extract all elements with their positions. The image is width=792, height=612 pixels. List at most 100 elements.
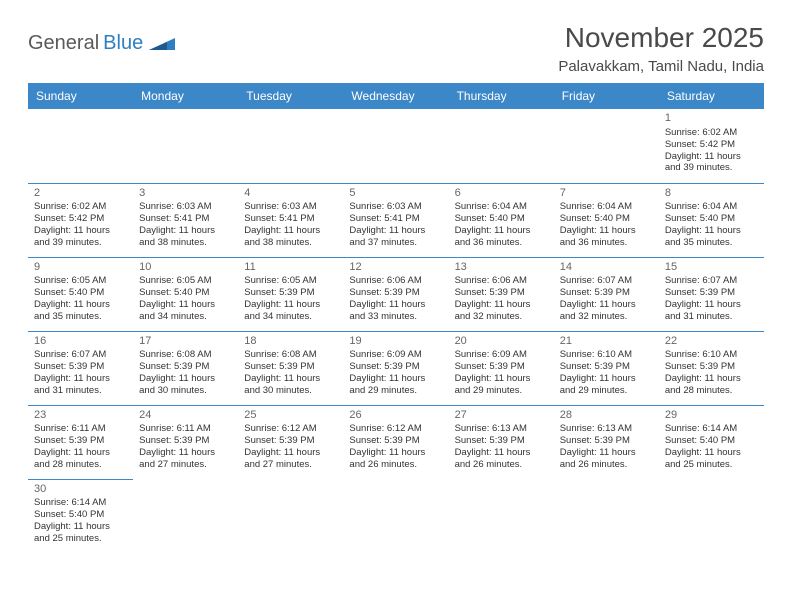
day-number: 7	[560, 187, 653, 201]
day-number: 28	[560, 409, 653, 423]
calendar-table: SundayMondayTuesdayWednesdayThursdayFrid…	[28, 83, 764, 553]
daylight-line: Daylight: 11 hours and 30 minutes.	[244, 373, 337, 397]
calendar-cell: 12Sunrise: 6:06 AMSunset: 5:39 PMDayligh…	[343, 257, 448, 331]
calendar-cell: 17Sunrise: 6:08 AMSunset: 5:39 PMDayligh…	[133, 331, 238, 405]
day-number: 21	[560, 335, 653, 349]
daylight-line: Daylight: 11 hours and 35 minutes.	[665, 225, 758, 249]
daylight-line: Daylight: 11 hours and 26 minutes.	[455, 447, 548, 471]
day-number: 30	[34, 483, 127, 497]
daylight-line: Daylight: 11 hours and 31 minutes.	[34, 373, 127, 397]
title-block: November 2025 Palavakkam, Tamil Nadu, In…	[558, 22, 764, 75]
day-number: 10	[139, 261, 232, 275]
sunrise-line: Sunrise: 6:14 AM	[34, 497, 127, 509]
daylight-line: Daylight: 11 hours and 30 minutes.	[139, 373, 232, 397]
calendar-cell	[449, 479, 554, 553]
calendar-cell	[238, 109, 343, 183]
daylight-line: Daylight: 11 hours and 38 minutes.	[139, 225, 232, 249]
day-number: 23	[34, 409, 127, 423]
sunrise-line: Sunrise: 6:09 AM	[455, 349, 548, 361]
calendar-cell	[343, 479, 448, 553]
calendar-cell: 23Sunrise: 6:11 AMSunset: 5:39 PMDayligh…	[28, 405, 133, 479]
calendar-cell: 15Sunrise: 6:07 AMSunset: 5:39 PMDayligh…	[659, 257, 764, 331]
sunset-line: Sunset: 5:39 PM	[560, 361, 653, 373]
sunrise-line: Sunrise: 6:10 AM	[560, 349, 653, 361]
sunrise-line: Sunrise: 6:06 AM	[455, 275, 548, 287]
sunrise-line: Sunrise: 6:02 AM	[665, 127, 758, 139]
sunset-line: Sunset: 5:40 PM	[34, 509, 127, 521]
calendar-cell: 6Sunrise: 6:04 AMSunset: 5:40 PMDaylight…	[449, 183, 554, 257]
sunset-line: Sunset: 5:39 PM	[349, 361, 442, 373]
sunset-line: Sunset: 5:40 PM	[455, 213, 548, 225]
sunrise-line: Sunrise: 6:12 AM	[349, 423, 442, 435]
sunset-line: Sunset: 5:42 PM	[665, 139, 758, 151]
flag-icon	[149, 32, 175, 50]
day-number: 18	[244, 335, 337, 349]
calendar-cell: 28Sunrise: 6:13 AMSunset: 5:39 PMDayligh…	[554, 405, 659, 479]
calendar-row: 16Sunrise: 6:07 AMSunset: 5:39 PMDayligh…	[28, 331, 764, 405]
calendar-cell: 7Sunrise: 6:04 AMSunset: 5:40 PMDaylight…	[554, 183, 659, 257]
calendar-cell	[554, 479, 659, 553]
sunrise-line: Sunrise: 6:08 AM	[244, 349, 337, 361]
sunrise-line: Sunrise: 6:14 AM	[665, 423, 758, 435]
sunrise-line: Sunrise: 6:07 AM	[560, 275, 653, 287]
day-number: 26	[349, 409, 442, 423]
sunrise-line: Sunrise: 6:03 AM	[139, 201, 232, 213]
sunset-line: Sunset: 5:39 PM	[665, 361, 758, 373]
calendar-cell	[343, 109, 448, 183]
day-number: 17	[139, 335, 232, 349]
sunrise-line: Sunrise: 6:03 AM	[349, 201, 442, 213]
sunrise-line: Sunrise: 6:04 AM	[455, 201, 548, 213]
sunset-line: Sunset: 5:39 PM	[455, 435, 548, 447]
weekday-header: Tuesday	[238, 83, 343, 109]
sunrise-line: Sunrise: 6:05 AM	[244, 275, 337, 287]
day-number: 29	[665, 409, 758, 423]
sunset-line: Sunset: 5:40 PM	[665, 213, 758, 225]
sunset-line: Sunset: 5:39 PM	[349, 435, 442, 447]
day-number: 24	[139, 409, 232, 423]
calendar-cell: 8Sunrise: 6:04 AMSunset: 5:40 PMDaylight…	[659, 183, 764, 257]
calendar-row: 30Sunrise: 6:14 AMSunset: 5:40 PMDayligh…	[28, 479, 764, 553]
daylight-line: Daylight: 11 hours and 29 minutes.	[560, 373, 653, 397]
sunrise-line: Sunrise: 6:11 AM	[139, 423, 232, 435]
sunset-line: Sunset: 5:39 PM	[244, 287, 337, 299]
sunset-line: Sunset: 5:39 PM	[665, 287, 758, 299]
sunset-line: Sunset: 5:40 PM	[560, 213, 653, 225]
sunrise-line: Sunrise: 6:07 AM	[665, 275, 758, 287]
daylight-line: Daylight: 11 hours and 29 minutes.	[349, 373, 442, 397]
calendar-row: 9Sunrise: 6:05 AMSunset: 5:40 PMDaylight…	[28, 257, 764, 331]
daylight-line: Daylight: 11 hours and 27 minutes.	[139, 447, 232, 471]
calendar-cell	[133, 479, 238, 553]
day-number: 8	[665, 187, 758, 201]
calendar-row: 1Sunrise: 6:02 AMSunset: 5:42 PMDaylight…	[28, 109, 764, 183]
sunset-line: Sunset: 5:39 PM	[455, 361, 548, 373]
logo-text-general: General	[28, 32, 99, 55]
weekday-header: Monday	[133, 83, 238, 109]
sunset-line: Sunset: 5:41 PM	[139, 213, 232, 225]
weekday-header: Thursday	[449, 83, 554, 109]
calendar-cell: 21Sunrise: 6:10 AMSunset: 5:39 PMDayligh…	[554, 331, 659, 405]
daylight-line: Daylight: 11 hours and 28 minutes.	[34, 447, 127, 471]
month-title: November 2025	[558, 22, 764, 54]
sunset-line: Sunset: 5:39 PM	[560, 435, 653, 447]
calendar-row: 2Sunrise: 6:02 AMSunset: 5:42 PMDaylight…	[28, 183, 764, 257]
sunset-line: Sunset: 5:39 PM	[244, 435, 337, 447]
daylight-line: Daylight: 11 hours and 25 minutes.	[34, 521, 127, 545]
sunrise-line: Sunrise: 6:13 AM	[560, 423, 653, 435]
sunset-line: Sunset: 5:42 PM	[34, 213, 127, 225]
daylight-line: Daylight: 11 hours and 36 minutes.	[560, 225, 653, 249]
calendar-page: GeneralBlue November 2025 Palavakkam, Ta…	[0, 0, 792, 553]
day-number: 15	[665, 261, 758, 275]
calendar-cell: 29Sunrise: 6:14 AMSunset: 5:40 PMDayligh…	[659, 405, 764, 479]
sunrise-line: Sunrise: 6:07 AM	[34, 349, 127, 361]
calendar-cell	[28, 109, 133, 183]
calendar-cell	[659, 479, 764, 553]
daylight-line: Daylight: 11 hours and 28 minutes.	[665, 373, 758, 397]
day-number: 25	[244, 409, 337, 423]
calendar-cell: 9Sunrise: 6:05 AMSunset: 5:40 PMDaylight…	[28, 257, 133, 331]
daylight-line: Daylight: 11 hours and 36 minutes.	[455, 225, 548, 249]
daylight-line: Daylight: 11 hours and 35 minutes.	[34, 299, 127, 323]
brand-logo: GeneralBlue	[28, 32, 175, 55]
sunset-line: Sunset: 5:40 PM	[139, 287, 232, 299]
day-number: 9	[34, 261, 127, 275]
sunrise-line: Sunrise: 6:05 AM	[34, 275, 127, 287]
